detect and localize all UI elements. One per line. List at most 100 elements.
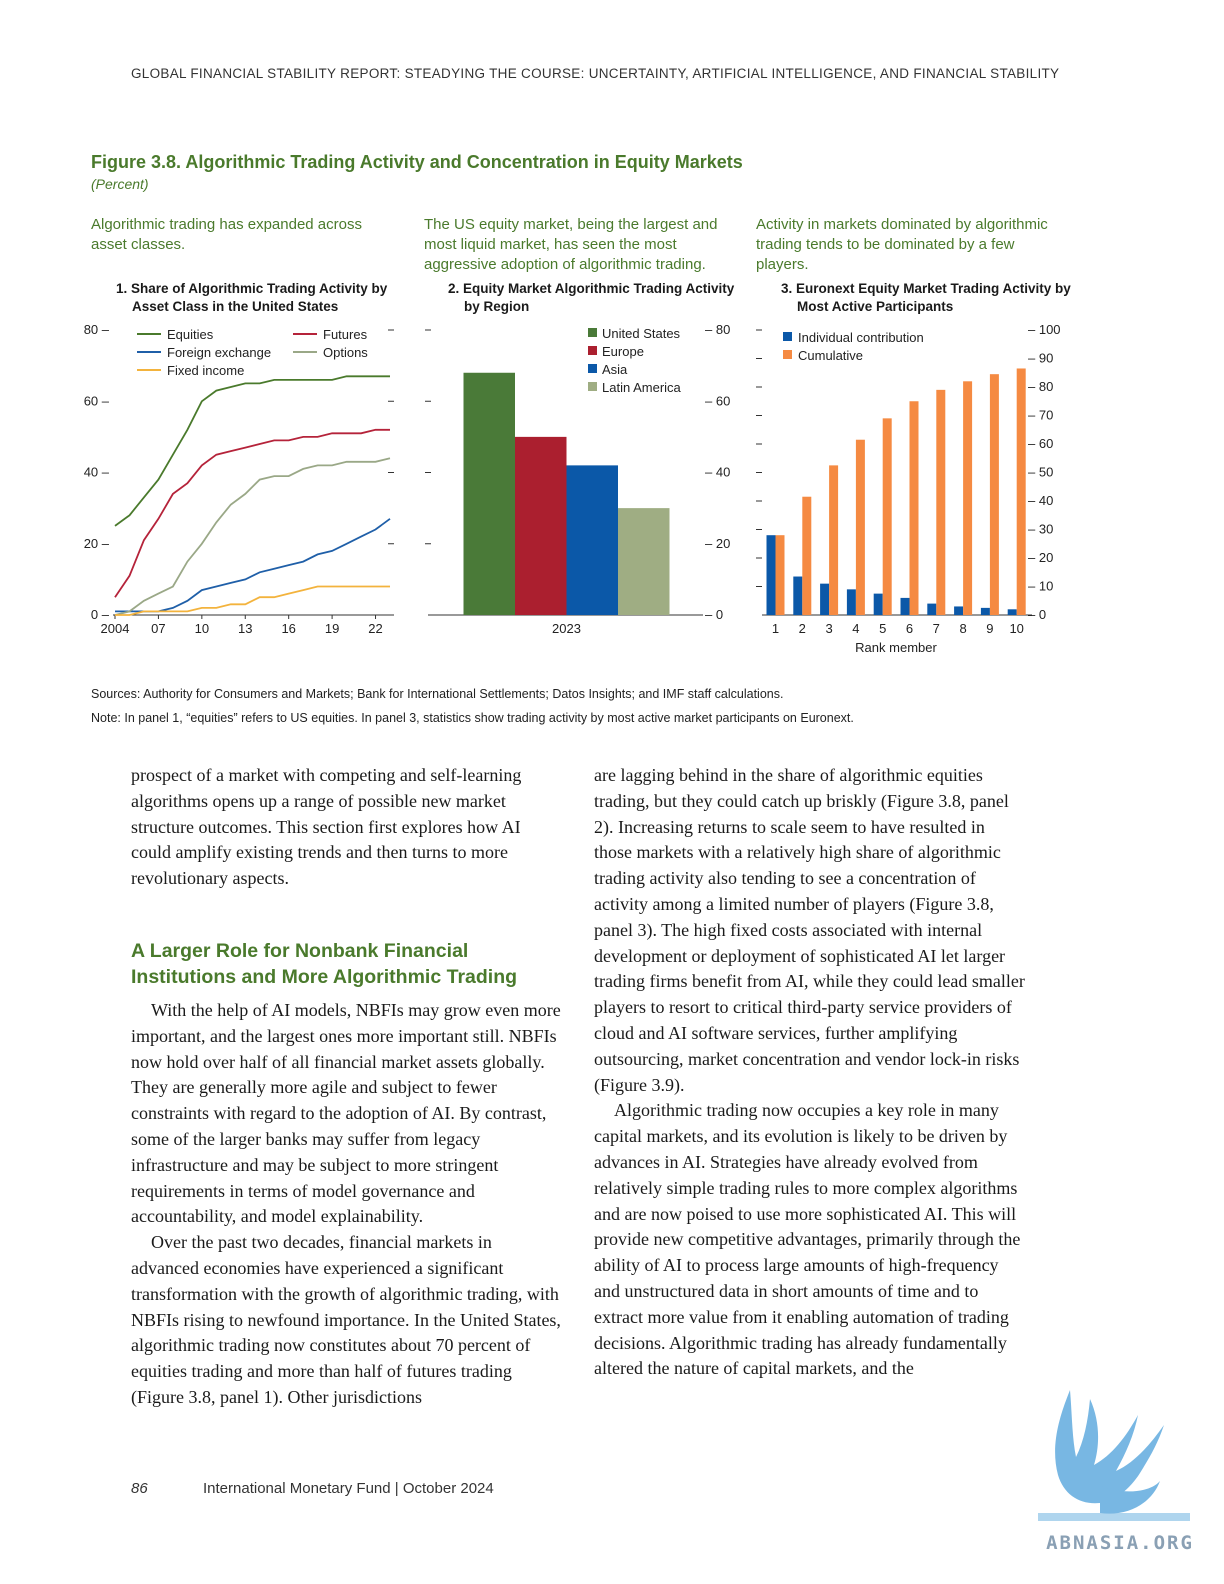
figure-unit: (Percent) [91,176,149,192]
y-tick-label: – 30 [1028,522,1053,537]
x-tick-label: 6 [906,621,913,636]
y-tick-label: – 80 [1028,379,1053,394]
y-tick-label: – 60 [705,393,730,408]
bar-individual [846,589,856,615]
panel-1-title: 1. Share of Algorithmic Trading Activity… [116,280,387,316]
figure-title: Figure 3.8. Algorithmic Trading Activity… [91,152,743,172]
x-tick-label: 22 [368,621,382,636]
panel-1-title-line2: Asset Class in the United States [132,299,339,314]
legend-swatch [588,346,597,355]
y-tick-label: – 70 [1028,408,1053,423]
paragraph: With the help of AI models, NBFIs may gr… [131,999,561,1227]
bar-cumulative [909,401,919,615]
paragraph: prospect of a market with competing and … [131,765,522,889]
x-tick-label: 10 [195,621,209,636]
legend-label: Fixed income [167,363,244,378]
body-column-left: prospect of a market with competing and … [131,763,563,1411]
chart-panel-3: – 0 – 10 – 20 – 30 – 40 – 50 – 60 – 70 – 80 – 90 –… [756,322,1061,655]
y-tick-label: – 60 [1028,436,1053,451]
x-tick-label: 7 [933,621,940,636]
bar-cumulative [882,418,892,615]
y-tick-label: 0 – [91,607,110,622]
y-tick-label: 20 – [84,536,110,551]
bar-cumulative [1016,368,1026,615]
x-tick-label: 1 [772,621,779,636]
y-tick-label: – 10 [1028,579,1053,594]
y-tick-label: – 90 [1028,351,1053,366]
figure-sources: Sources: Authority for Consumers and Mar… [91,682,854,730]
series-line [114,428,390,598]
paragraph: Over the past two decades, financial mar… [131,1232,561,1407]
griffin-logo-icon [1038,1390,1190,1521]
section-heading: A Larger Role for Nonbank Financial Inst… [131,939,518,988]
bar-individual [927,603,937,615]
series-line [115,585,390,616]
bar-cumulative [936,389,946,615]
bar-individual [873,593,883,615]
paragraph: Algorithmic trading now occupies a key r… [594,1100,1021,1379]
legend-swatch [783,350,792,359]
running-head: GLOBAL FINANCIAL STABILITY REPORT: STEAD… [131,66,1060,81]
series-line [114,375,390,527]
y-tick-label: – 0 [1028,607,1046,622]
body-column-right: are lagging behind in the share of algor… [594,763,1026,1382]
watermark: ABNASIA.ORG [1038,1390,1194,1554]
series-line [114,457,391,616]
bar-cumulative [989,374,999,615]
y-tick-label: – 40 [705,465,730,480]
legend-label: Cumulative [798,348,863,363]
bar-individual [900,597,910,615]
y-tick-label: – 40 [1028,493,1053,508]
bar-cumulative [963,381,973,615]
bar-individual [820,583,830,615]
x-axis-label: Rank member [855,640,937,655]
legend-swatch [588,382,597,391]
panel-2-title: 2. Equity Market Algorithmic Trading Act… [448,280,734,316]
x-tick-label: 9 [986,621,993,636]
legend-label: Futures [323,327,368,342]
bar-cumulative [802,496,812,615]
y-tick-label: – 50 [1028,465,1053,480]
legend-label: United States [602,326,681,341]
bar-individual [793,576,803,615]
legend-label: Asia [602,362,628,377]
y-tick-label: 80 – [84,322,110,337]
y-tick-label: – 20 [705,536,730,551]
chart-panel-1: 0 – 20 – 40 – 60 – 80 – 2004 07 10 13 16 19 22 Equit… [84,322,394,636]
y-tick-label: – 0 [705,607,723,622]
bar [515,436,567,615]
bar-individual [1007,609,1017,615]
panel-3-title-line2: Most Active Participants [797,299,954,314]
legend-swatch [588,364,597,373]
paragraph: are lagging behind in the share of algor… [594,765,1025,1095]
watermark-text: ABNASIA.ORG [1046,1532,1194,1554]
y-tick-label: 60 – [84,393,110,408]
panel-3-subhead: Activity in markets dominated by algorit… [756,216,1048,273]
bar-cumulative [775,535,785,615]
x-tick-label: 2004 [101,621,130,636]
page-number: 86 [131,1480,148,1497]
sources-line: Sources: Authority for Consumers and Mar… [91,687,784,701]
bar-individual [980,607,990,615]
panel-3-title: 3. Euronext Equity Market Trading Activi… [781,280,1071,316]
legend-label: Equities [167,327,214,342]
legend-label: Foreign exchange [167,345,271,360]
x-tick-label: 19 [325,621,339,636]
legend-swatch [783,332,792,341]
chart-panel-2: – 0 – 20 – 40 – 60 – 80 2023 United States Euro… [425,322,730,636]
legend-swatch [588,328,597,337]
y-tick-label: – 20 [1028,550,1053,565]
bar-individual [766,535,776,615]
y-tick-label: 40 – [84,465,110,480]
note-line: Note: In panel 1, “equities” refers to U… [91,711,854,725]
legend-label: Europe [602,344,644,359]
bar [566,465,618,615]
legend-label: Latin America [602,380,682,395]
x-tick-label: 8 [959,621,966,636]
y-tick-label: – 100 [1028,322,1061,337]
panel-2-subhead: The US equity market, being the largest … [424,216,718,273]
bar-cumulative [855,439,865,615]
x-tick-label: 3 [825,621,832,636]
bar [618,508,670,615]
y-tick-label: – 80 [705,322,730,337]
